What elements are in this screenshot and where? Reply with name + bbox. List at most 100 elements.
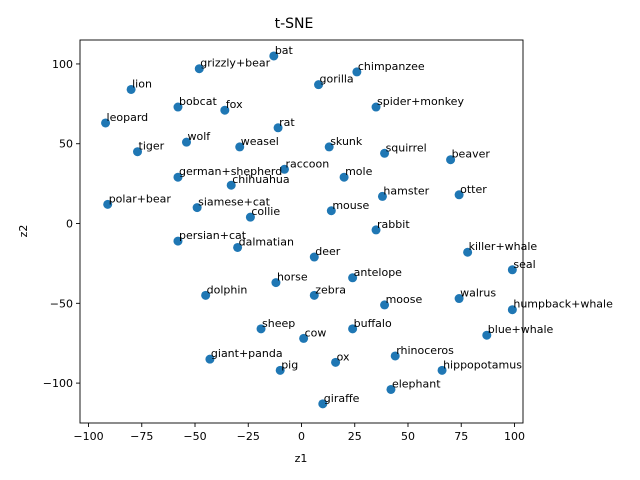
y-tick-label: 100 <box>52 58 73 71</box>
data-point <box>437 365 447 375</box>
data-point-label: deer <box>315 245 341 258</box>
data-point-label: otter <box>460 183 487 196</box>
data-point <box>309 252 319 262</box>
data-point <box>463 247 473 257</box>
data-point <box>309 290 319 300</box>
data-point <box>233 242 243 252</box>
data-point <box>245 212 255 222</box>
data-point-label: wolf <box>187 130 211 143</box>
data-point <box>271 278 281 288</box>
data-point <box>339 172 349 182</box>
data-point <box>192 203 202 213</box>
data-point-label: gorilla <box>320 73 354 86</box>
data-point <box>173 236 183 246</box>
data-point-label: giant+panda <box>211 347 283 360</box>
data-point <box>380 300 390 310</box>
x-tick-label: 100 <box>504 430 525 443</box>
data-point <box>101 118 111 128</box>
data-point-label: lion <box>132 77 152 90</box>
data-point-label: zebra <box>315 283 346 296</box>
x-tick-label: 25 <box>348 430 362 443</box>
data-point <box>133 147 143 157</box>
data-point <box>454 190 464 200</box>
data-point <box>371 225 381 235</box>
data-point <box>173 172 183 182</box>
data-point <box>275 365 285 375</box>
data-point <box>390 351 400 361</box>
data-point <box>371 102 381 112</box>
data-point-label: rabbit <box>377 218 410 231</box>
data-point <box>446 155 456 165</box>
data-point-label: weasel <box>241 135 279 148</box>
data-point-label: chihuahua <box>232 173 289 186</box>
data-point-label: skunk <box>330 135 363 148</box>
data-point <box>173 102 183 112</box>
data-point-label: raccoon <box>285 157 329 170</box>
data-point-label: rat <box>279 116 295 129</box>
data-point-label: tiger <box>139 140 165 153</box>
data-point-label: squirrel <box>386 141 427 154</box>
data-point <box>269 51 279 61</box>
data-point-label: sheep <box>262 317 295 330</box>
data-point <box>273 123 283 133</box>
data-point-label: moose <box>386 293 423 306</box>
data-point <box>324 142 334 152</box>
data-point <box>507 305 517 315</box>
data-point-label: bat <box>275 44 294 57</box>
data-point-label: mouse <box>332 199 369 212</box>
data-point <box>235 142 245 152</box>
data-point <box>314 80 324 90</box>
data-point <box>103 199 113 209</box>
data-point <box>194 64 204 74</box>
data-point <box>318 399 328 409</box>
data-point-label: beaver <box>452 148 491 161</box>
y-tick-label: −50 <box>50 297 73 310</box>
point-labels: bat chimpanzee grizzly+bear gorilla lion bobc… <box>107 44 614 405</box>
data-point <box>220 105 230 115</box>
data-point-label: chimpanzee <box>358 60 425 73</box>
data-point-label: ox <box>337 350 350 363</box>
data-point <box>256 324 266 334</box>
data-point <box>507 265 517 275</box>
data-point-label: buffalo <box>354 317 392 330</box>
y-tick-label: −100 <box>43 377 73 390</box>
data-point-label: fox <box>226 98 243 111</box>
data-points <box>101 51 517 409</box>
data-point-label: grizzly+bear <box>200 57 270 70</box>
data-point-label: seal <box>513 258 535 271</box>
data-point <box>205 354 215 364</box>
data-point-label: persian+cat <box>179 229 247 242</box>
data-point <box>380 148 390 158</box>
y-tick-label: 0 <box>66 218 73 231</box>
data-point <box>331 357 341 367</box>
data-point <box>201 290 211 300</box>
data-point <box>299 333 309 343</box>
data-point <box>126 84 136 94</box>
data-point <box>352 67 362 77</box>
y-axis-label: z2 <box>17 225 30 238</box>
data-point-label: collie <box>251 205 280 218</box>
x-tick-label: 50 <box>401 430 415 443</box>
data-point <box>181 137 191 147</box>
x-tick-label: −50 <box>183 430 206 443</box>
data-point-label: walrus <box>460 287 496 300</box>
x-tick-label: 0 <box>298 430 305 443</box>
x-tick-label: −75 <box>130 430 153 443</box>
data-point-label: dalmatian <box>239 235 294 248</box>
data-point <box>326 206 336 216</box>
data-point-label: bobcat <box>179 95 217 108</box>
data-point-label: german+shepherd <box>179 165 282 178</box>
data-point-label: killer+whale <box>469 240 538 253</box>
data-point <box>348 324 358 334</box>
x-tick-label: −25 <box>237 430 260 443</box>
y-tick-label: 50 <box>59 138 73 151</box>
data-point-label: elephant <box>392 377 441 390</box>
plot-frame <box>79 39 524 424</box>
axis-ticks: −100 −75 −50 −25 0 25 50 75 100 −100 −50 0 50 100 <box>43 58 525 443</box>
data-point <box>226 180 236 190</box>
data-point-label: antelope <box>354 266 403 279</box>
data-point <box>482 330 492 340</box>
data-point <box>377 191 387 201</box>
data-point-label: leopard <box>107 111 149 124</box>
